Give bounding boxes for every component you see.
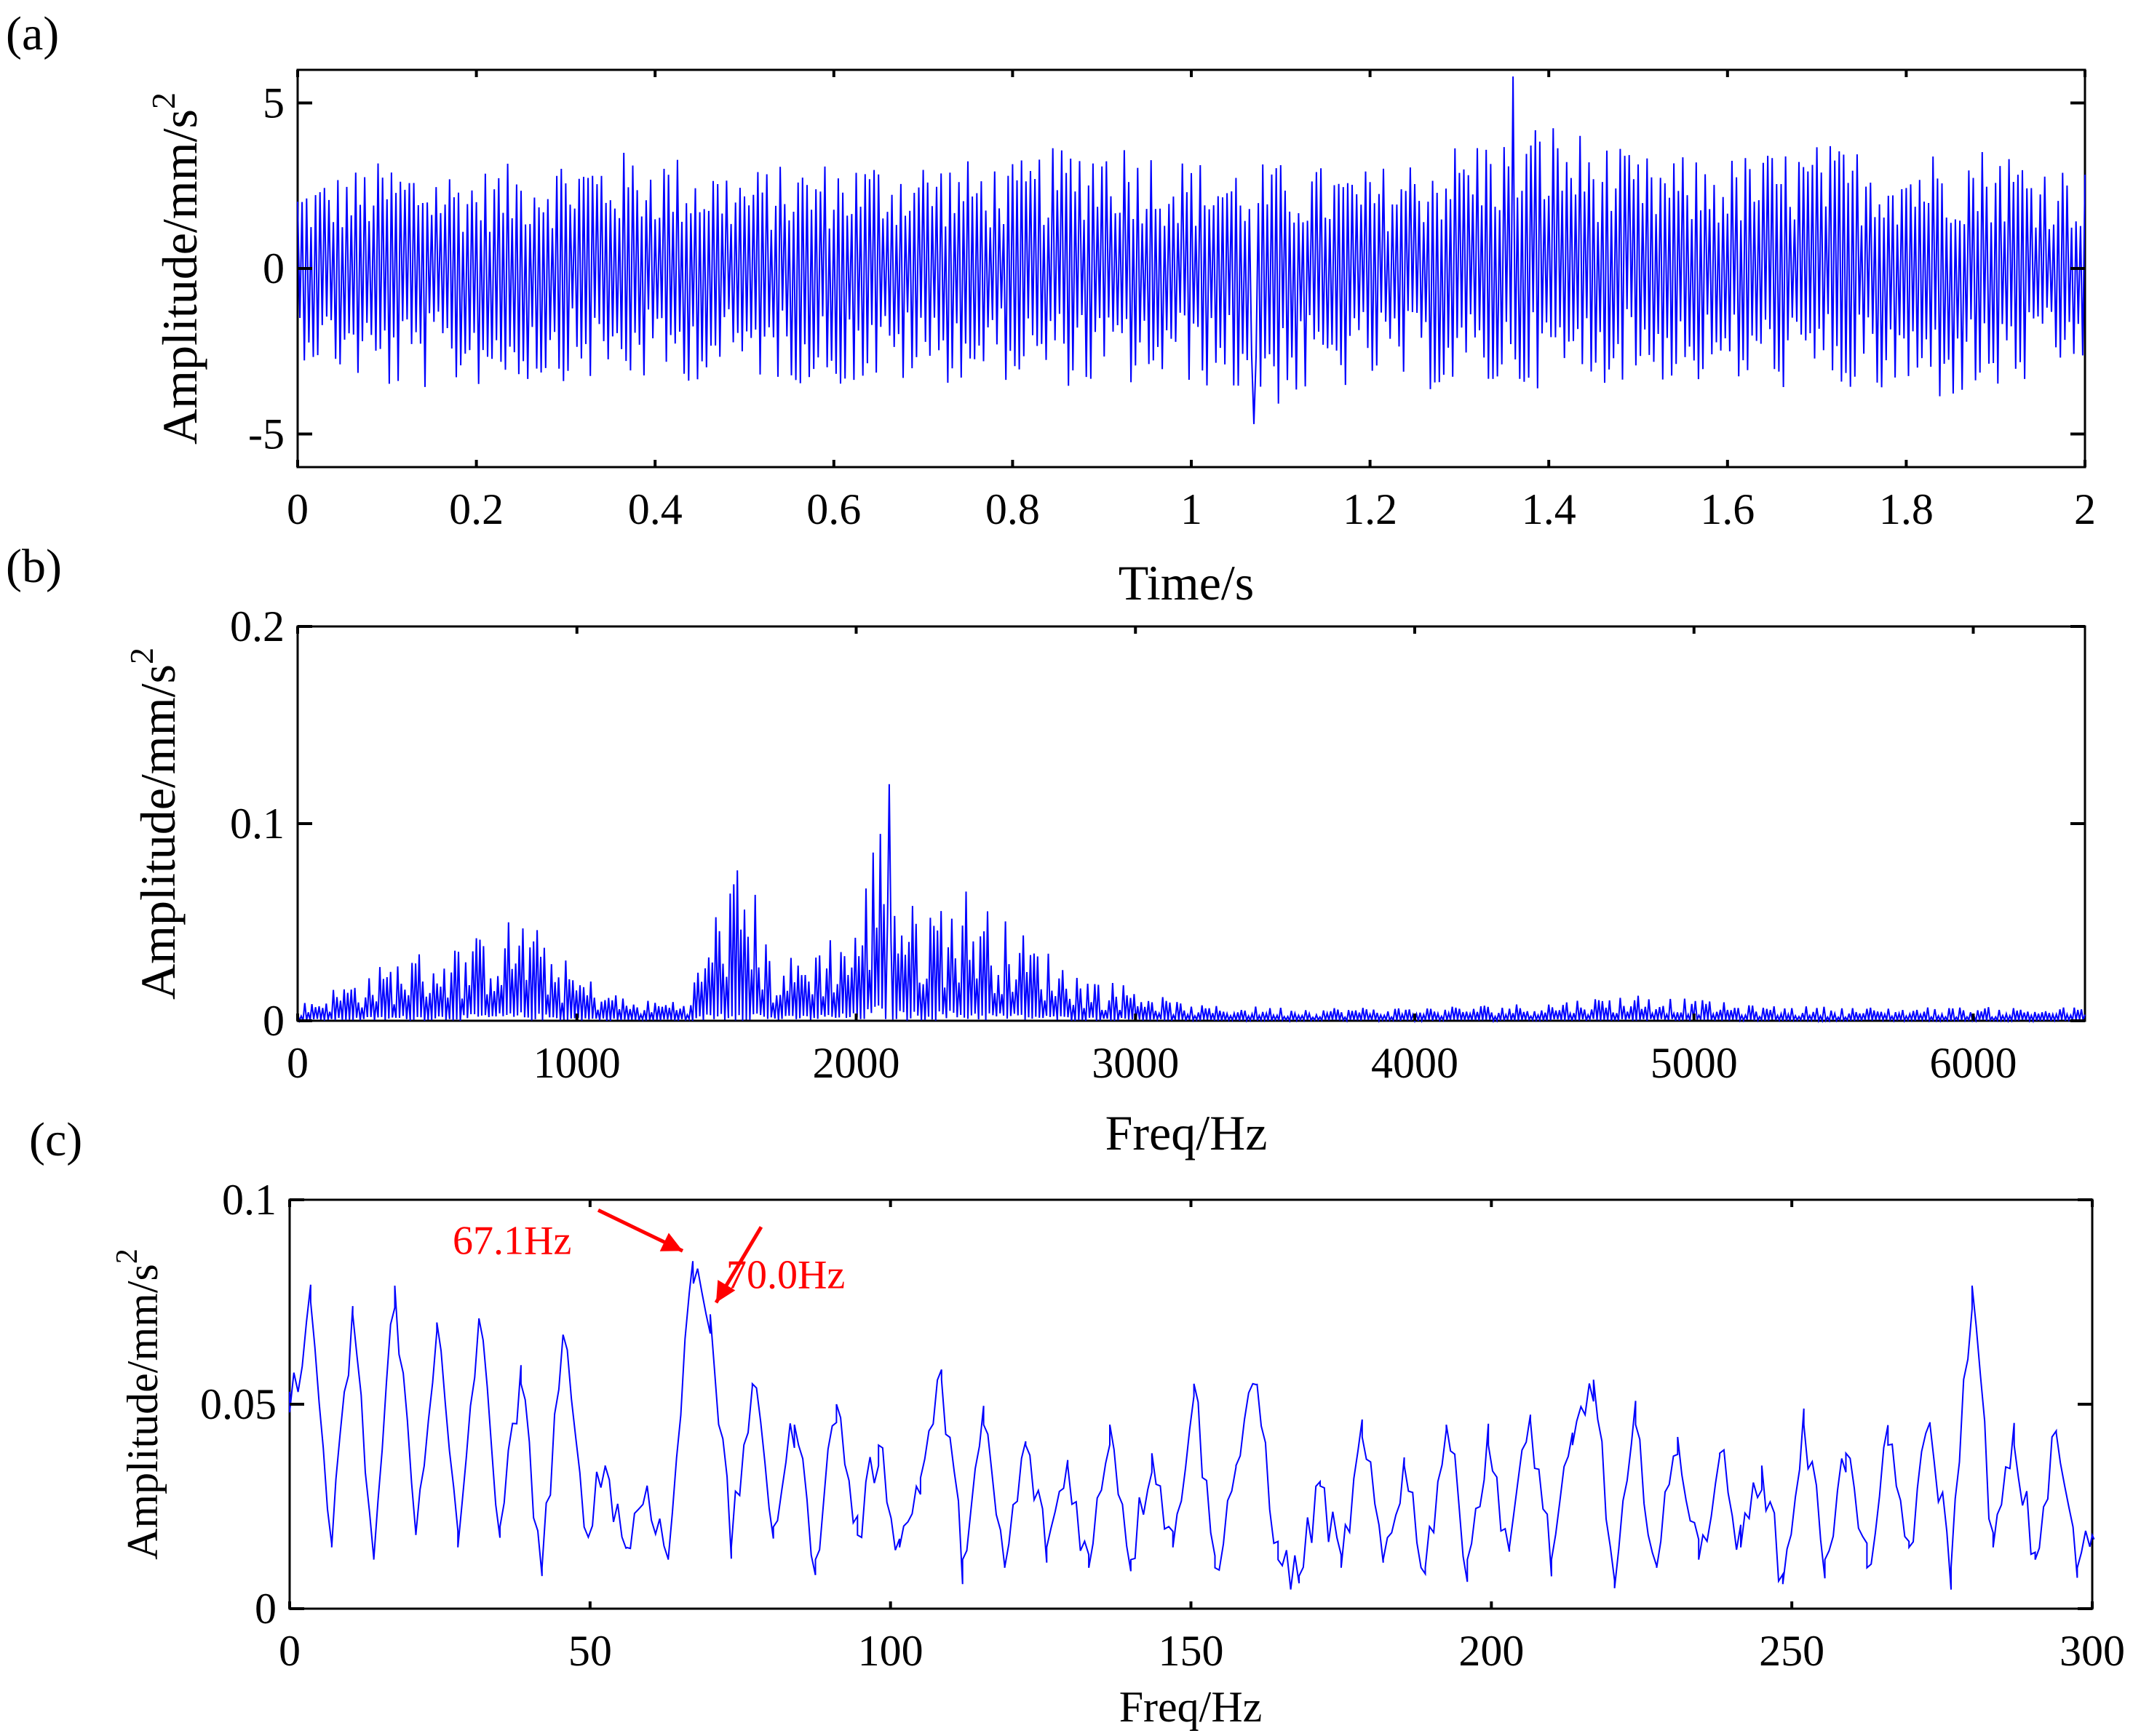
panel-c-series-layer: [289, 1261, 2095, 1590]
panel-b-y-axis-title-superscript: 2: [123, 648, 160, 664]
panel-c-x-tick-label: 200: [1458, 1627, 1524, 1675]
panel-c-y-tick-label: 0.1: [222, 1176, 277, 1224]
panel-b-x-tick-label: 3000: [1092, 1039, 1179, 1087]
panel-c-annotation: 67.1Hz: [453, 1209, 684, 1263]
panel-a-x-tick-label: 2: [2074, 485, 2096, 533]
panel-b-x-tick-label: 1000: [533, 1039, 621, 1087]
panel-a-y-tick-label: 0: [263, 244, 285, 292]
panel-b-x-tick-label: 5000: [1651, 1039, 1738, 1087]
panel-a-x-tick-label: 1.6: [1700, 485, 1755, 533]
panel-a-x-tick-label: 0.4: [628, 485, 683, 533]
panel-b-y-tick-label: 0.2: [230, 602, 285, 650]
panel-b-y-ticks: 0 0.1 0.2: [230, 602, 2085, 1045]
panel-a-y-axis-title-superscript: 2: [145, 92, 182, 109]
panel-c-x-tick-label: 100: [858, 1627, 923, 1675]
panel-c-annotation: 70.0Hz: [714, 1226, 845, 1304]
panel-c-x-axis-title: Freq/Hz: [1119, 1683, 1263, 1731]
panel-c-annotation-label: 67.1Hz: [453, 1218, 571, 1263]
panel-a-plot-frame: [296, 68, 2086, 469]
panel-c-y-tick-label: 0.05: [200, 1380, 277, 1428]
panel-b-x-tick-label: 6000: [1930, 1039, 2017, 1087]
panel-b-x-tick-label: 0: [287, 1039, 309, 1087]
panel-c-series-line: [289, 1261, 2095, 1590]
panel-a-x-tick-label: 1: [1180, 485, 1202, 533]
panel-c-x-tick-label: 50: [568, 1627, 612, 1675]
panel-a-y-ticks: -5 0 5: [248, 79, 2085, 458]
panel-b-series-layer: [297, 784, 2086, 1024]
panel-a-x-tick-label: 0: [287, 485, 309, 533]
panel-b-x-tick-label: 4000: [1371, 1039, 1458, 1087]
panel-c-y-ticks: 0 0.05 0.1: [200, 1176, 2092, 1633]
panel-a-label: (a): [6, 7, 59, 60]
panel-a-y-tick-label: -5: [248, 410, 285, 458]
panel-b-label: (b): [6, 540, 62, 593]
panel-b-y-tick-label: 0: [263, 997, 285, 1045]
panel-b-y-tick-label: 0.1: [230, 800, 285, 848]
panel-c-y-axis-title-text: Amplitude/mm/s: [119, 1264, 167, 1560]
panel-a-x-tick-label: 0.6: [806, 485, 861, 533]
panel-a-x-tick-label: 1.4: [1522, 485, 1576, 533]
panel-c-annotation-label: 70.0Hz: [726, 1252, 845, 1297]
panel-a-y-axis-title: Amplitude/mm/s2: [145, 92, 207, 445]
panel-a-x-ticks: 0 0.2 0.4 0.6 0.8 1 1.2 1.4 1.6 1.8 2: [287, 70, 2096, 533]
panel-c-x-tick-label: 0: [279, 1627, 301, 1675]
panel-b: (b) 0 1000 2000 3000 4000 5000 6000 0 0.1 0.2 Fr…: [6, 540, 2086, 1160]
panel-a-x-tick-label: 1.8: [1879, 485, 1934, 533]
panel-b-y-axis-title-text: Amplitude/mm/s: [130, 664, 186, 1000]
panel-b-x-axis-title: Freq/Hz: [1105, 1105, 1268, 1160]
panel-c-y-axis-title-superscript: 2: [111, 1249, 144, 1264]
panel-c-annotation-arrow-head: [715, 1280, 736, 1303]
panel-a-series-line: [297, 76, 2086, 424]
panel-a-y-tick-label: 5: [263, 79, 285, 127]
panel-c-y-tick-label: 0: [255, 1585, 277, 1633]
panel-a-series-layer: [297, 76, 2086, 424]
panel-c-x-tick-label: 250: [1759, 1627, 1824, 1675]
panel-b-series-line: [297, 784, 2086, 1024]
panel-a-x-axis-title: Time/s: [1119, 555, 1254, 610]
panel-c-label: (c): [29, 1113, 82, 1166]
panel-c-y-axis-title: Amplitude/mm/s2: [111, 1249, 167, 1560]
panel-c: (c) 0 50 100 150 200 250 300 0 0.05 0.1 67.1Hz 70…: [29, 1113, 2125, 1731]
panel-a-x-tick-label: 0.8: [985, 485, 1040, 533]
panel-a-x-tick-label: 1.2: [1343, 485, 1397, 533]
panel-c-annotations: 67.1Hz 70.0Hz: [453, 1209, 845, 1304]
panel-c-x-tick-label: 150: [1159, 1627, 1224, 1675]
panel-c-x-ticks: 0 50 100 150 200 250 300: [279, 1200, 2125, 1675]
panel-c-x-tick-label: 300: [2059, 1627, 2125, 1675]
panel-c-annotation-arrow-head: [659, 1233, 683, 1251]
panel-a: (a) 0 0.2 0.4 0.6 0.8 1 1.2 1.4 1.6 1.8 2 -505 Tim…: [6, 7, 2096, 610]
panel-a-x-tick-label: 0.2: [449, 485, 504, 533]
panel-a-y-axis-title-text: Amplitude/mm/s: [152, 109, 207, 445]
panel-b-y-axis-title: Amplitude/mm/s2: [123, 648, 186, 1000]
panel-b-x-ticks: 0 1000 2000 3000 4000 5000 6000: [287, 626, 2017, 1087]
panel-b-x-tick-label: 2000: [813, 1039, 900, 1087]
